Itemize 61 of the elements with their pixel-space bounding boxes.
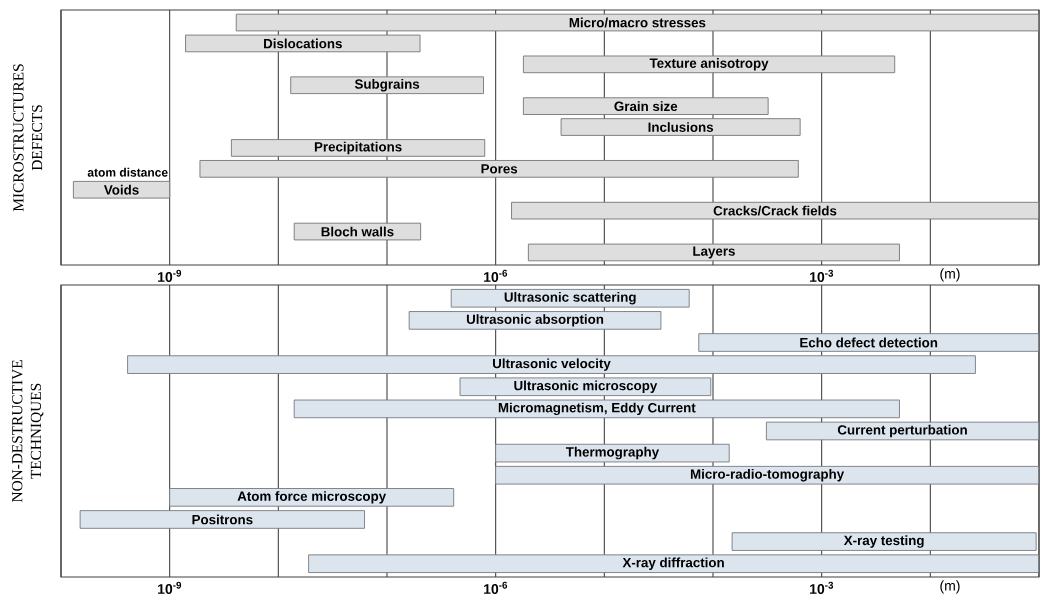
y-tick-label: Pores — [481, 164, 518, 174]
bar — [308, 554, 1039, 574]
y-tick-label: Positrons — [192, 514, 253, 525]
bar — [127, 355, 976, 374]
y-tick-label: Micro/macro stresses — [569, 17, 706, 28]
bar — [459, 377, 712, 397]
bar — [79, 510, 366, 529]
y-tick-label: Texture anisotropy — [649, 58, 769, 71]
y-axis-title: MICROSTRUCTURES DEFECTS — [13, 64, 43, 212]
bar — [522, 97, 769, 115]
bar — [560, 118, 801, 136]
annotation: atom distance — [87, 167, 168, 177]
bar — [731, 532, 1037, 551]
y-tick-label: Inclusions — [648, 122, 714, 132]
y-tick-label: Ultrasonic microscopy — [514, 380, 658, 393]
x-tick-label: 10$^{-9}$ — [158, 581, 182, 594]
bar — [72, 180, 171, 199]
y-tick-label: Bloch walls — [321, 226, 394, 237]
y-tick-label: Ultrasonic velocity — [493, 358, 611, 371]
bar — [495, 443, 730, 463]
x-tick-label: 10$^{-9}$ — [158, 269, 182, 282]
y-tick-label: Precipitations — [314, 141, 402, 155]
y-tick-label: Atom force microscopy — [237, 491, 387, 504]
y-tick-label: X-ray testing — [843, 535, 924, 548]
y-tick-label: Voids — [103, 184, 139, 195]
x-tick-label: 10$^{-6}$ — [484, 269, 508, 282]
y-tick-label: Ultrasonic scattering — [504, 292, 636, 305]
x-axis-title: (m) — [940, 580, 960, 594]
y-tick-label: Cracks/Crack fields — [713, 205, 837, 216]
y-tick-label: Dislocations — [264, 38, 342, 49]
y-tick-label: Grain size — [614, 101, 678, 112]
bar — [522, 55, 896, 74]
bar — [293, 222, 422, 241]
bar — [765, 421, 1040, 441]
y-tick-label: X-ray diffraction — [622, 557, 724, 570]
x-tick-label: 10$^{-6}$ — [484, 581, 508, 594]
bar — [450, 288, 690, 308]
bar — [169, 488, 455, 507]
y-tick-label: Micro-radio-tomography — [690, 468, 845, 482]
bar — [698, 333, 1040, 352]
bar — [199, 160, 799, 178]
bar — [230, 139, 486, 157]
bar — [293, 399, 900, 419]
bar — [511, 201, 1039, 220]
bar — [408, 311, 662, 330]
y-tick-label: Current perturbation — [837, 424, 967, 438]
x-tick-label: 10$^{-3}$ — [810, 269, 834, 282]
bar — [235, 13, 1039, 32]
y-tick-label: Micromagnetism, Eddy Current — [498, 402, 696, 416]
bar — [495, 465, 1039, 485]
bar — [185, 34, 421, 53]
y-tick-label: Echo defect detection — [800, 337, 938, 348]
x-axis-title: (m) — [940, 268, 960, 282]
bar — [527, 243, 900, 262]
bar — [290, 76, 484, 95]
y-tick-label: Thermography — [565, 446, 660, 460]
x-tick-label: 10$^{-3}$ — [810, 581, 834, 594]
y-axis-title: NON-DESTRUCTIVE TECHNIQUES — [12, 360, 44, 503]
y-tick-label: Ultrasonic absorption — [466, 314, 604, 327]
y-tick-label: Layers — [693, 246, 735, 259]
y-tick-label: Subgrains — [354, 78, 420, 92]
